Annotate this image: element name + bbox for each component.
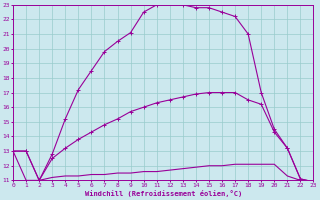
X-axis label: Windchill (Refroidissement éolien,°C): Windchill (Refroidissement éolien,°C) [84, 190, 242, 197]
